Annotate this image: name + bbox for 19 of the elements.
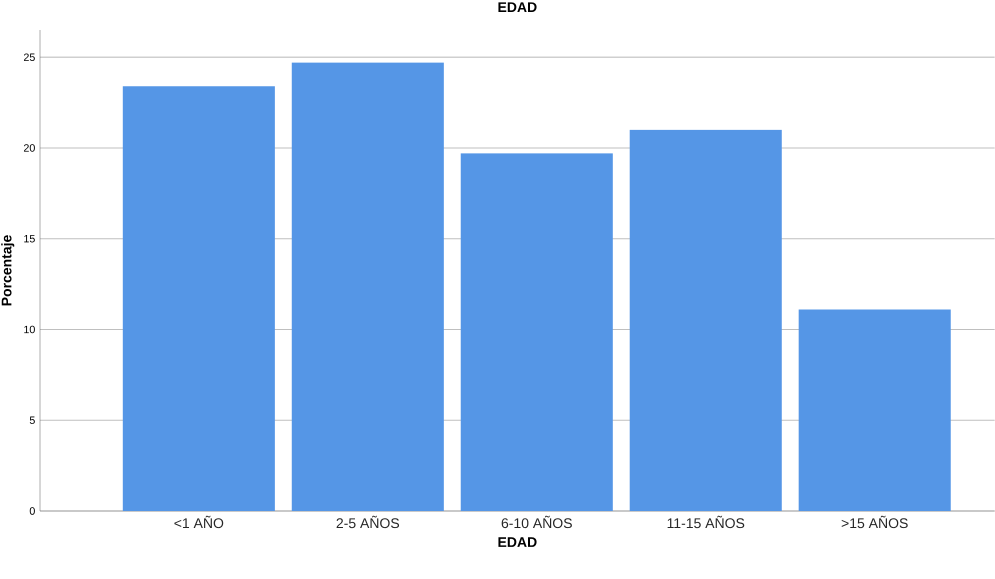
chart-title: EDAD: [498, 2, 537, 12]
y-tick-label: 0: [30, 507, 35, 515]
y-tick-label: 15: [24, 235, 35, 242]
y-tick-label: 20: [24, 144, 35, 152]
bar: [292, 62, 444, 511]
bar: [630, 130, 782, 511]
y-tick-label: 5: [30, 416, 35, 424]
x-axis-title: EDAD: [498, 537, 537, 547]
x-tick-label: 6-10 AÑOS: [502, 516, 572, 528]
x-tick-label: <1 AÑO: [174, 516, 224, 528]
y-tick-label: 10: [24, 326, 35, 334]
x-tick-label: 2-5 AÑOS: [336, 516, 400, 528]
y-tick-label: 25: [24, 53, 35, 61]
bar: [460, 153, 613, 511]
bar: [798, 310, 951, 511]
bar: [122, 86, 275, 511]
x-tick-label: >15 AÑOS: [842, 516, 908, 528]
x-tick-label: 11-15 AÑOS: [668, 516, 744, 528]
y-axis-title: Porcentaje: [1, 235, 14, 306]
